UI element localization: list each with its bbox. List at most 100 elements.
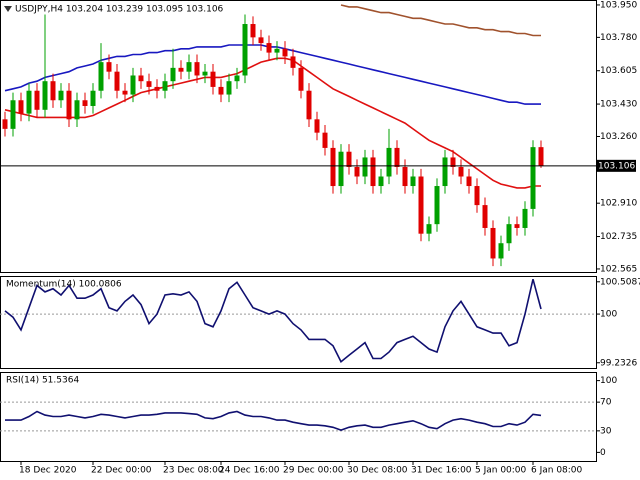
candle-body [122,90,128,95]
candle-body [474,186,480,206]
candle-body [466,176,472,187]
candle-body [498,243,504,259]
indicator-line [5,410,542,431]
candle-body [490,227,496,259]
candle-body [90,90,96,106]
candle-body [298,67,304,91]
candle-body [130,75,136,95]
moving-average [340,4,541,37]
candle-body [170,67,176,82]
y-tick-label: 99.2326 [600,358,637,368]
indicator-line [4,278,542,363]
candle-body [530,147,536,209]
x-tick-label: 29 Dec 00:00 [283,466,344,476]
candle-body [250,24,256,38]
panel-frame [0,372,597,462]
candle-body [74,100,80,120]
candle-body [218,86,224,95]
candle-body [386,147,392,177]
panel-title: USDJPY,H4 103.204 103.239 103.095 103.10… [15,5,224,15]
candle-body [210,71,216,87]
panel-title: RSI(14) 51.5364 [6,376,79,386]
x-tick-label: 31 Dec 16:00 [411,466,472,476]
candle-body [306,90,312,120]
candle-body [50,81,56,101]
candle-body [434,186,440,225]
candle-body [442,157,448,187]
symbol-icon [4,6,12,12]
y-tick-label: 103.950 [600,0,637,10]
candle-body [186,62,192,72]
candle-body [138,75,144,82]
candle-body [290,56,296,68]
y-tick-label: 30 [600,426,612,436]
candle-body [258,37,264,44]
y-tick-label: 103.260 [600,132,637,142]
x-tick-label: 5 Jan 00:00 [475,466,527,476]
candle-body [146,81,152,87]
candle-body [98,62,104,91]
current-price-box [596,159,636,172]
candle-body [82,100,88,106]
candle-body [322,132,328,148]
candle-body [378,176,384,187]
y-tick-label: 0 [600,448,606,458]
y-tick-label: 103.605 [600,66,637,76]
candle-body [314,119,320,133]
moving-average [4,44,541,105]
candle-body [10,100,16,129]
candle-body [242,24,248,76]
candle-body [274,48,280,53]
candle-body [450,157,456,167]
candle-body [178,67,184,72]
candle-body [402,166,408,187]
candle-body [338,151,344,187]
candle-body [26,90,32,114]
x-tick-label: 30 Dec 08:00 [347,466,408,476]
candle-body [522,208,528,228]
candle-body [154,86,160,91]
y-tick-label: 100 [600,376,617,386]
x-tick-label: 6 Jan 08:00 [531,466,583,476]
x-tick-label: 18 Dec 2020 [19,466,77,476]
candle-body [346,151,352,167]
candle-body [410,176,416,187]
candle-body [458,166,464,177]
candle-body [194,62,200,76]
candle-body [58,90,64,101]
candle-body [370,157,376,187]
candle-body [506,224,512,244]
candle-body [34,90,40,110]
candle-body [354,166,360,177]
candle-body [234,75,240,82]
candle-body [226,81,232,95]
candle-body [266,43,272,53]
current-price-label: 103.106 [598,161,635,171]
x-tick-label: 24 Dec 16:00 [219,466,280,476]
candle-body [282,48,288,57]
y-tick-label: 102.565 [600,264,637,274]
candle-body [162,81,168,91]
candle-body [394,147,400,167]
x-tick-label: 23 Dec 08:00 [163,466,224,476]
candle-body [482,205,488,228]
panel-frame [0,276,597,369]
moving-average [4,57,541,189]
y-tick-label: 102.735 [600,232,637,242]
candle-body [362,157,368,177]
y-tick-label: 100.5087 [600,277,640,287]
candle-body [18,100,24,114]
y-tick-label: 103.430 [600,100,637,110]
candle-body [66,90,72,120]
y-tick-label: 70 [600,398,612,408]
x-tick-label: 22 Dec 00:00 [91,466,152,476]
panel-title: Momentum(14) 100.0806 [6,280,122,290]
candle-body [538,147,544,166]
candle-body [114,71,120,91]
candle-body [418,176,424,234]
candle-body [330,147,336,187]
candle-body [202,71,208,76]
candle-body [514,224,520,228]
candle-body [42,81,48,110]
